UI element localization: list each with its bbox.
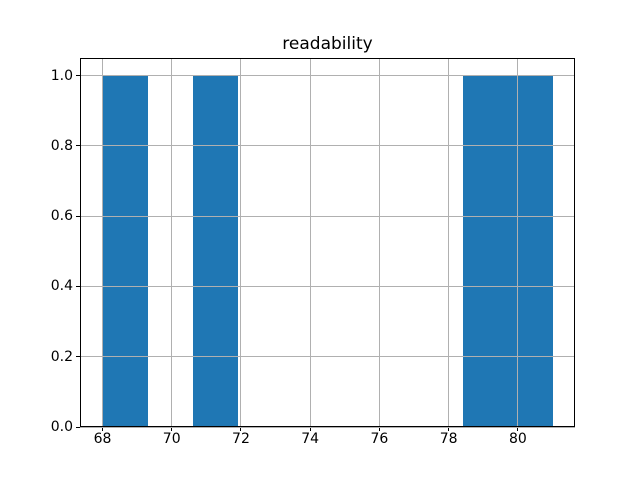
x-tick-mark	[240, 427, 242, 431]
y-tick-mark	[76, 356, 80, 358]
gridline-vertical	[102, 58, 103, 427]
y-tick-label: 0.0	[50, 419, 73, 435]
y-tick-label: 0.8	[50, 137, 73, 154]
x-tick-mark	[448, 427, 450, 431]
gridline-vertical	[309, 58, 311, 427]
y-tick-label: 1.0	[50, 67, 73, 84]
gridline-horizontal	[80, 426, 575, 428]
y-tick-mark	[76, 145, 80, 147]
x-tick-mark	[171, 427, 173, 431]
gridline-vertical	[517, 58, 519, 427]
grid-layer	[80, 58, 575, 428]
x-tick-mark	[102, 427, 103, 431]
x-tick-label: 70	[162, 431, 181, 447]
x-tick-label: 68	[93, 431, 112, 447]
x-tick-label: 72	[232, 431, 250, 447]
y-tick-label: 0.2	[50, 348, 73, 365]
gridline-vertical	[240, 58, 242, 427]
y-tick-mark	[76, 215, 80, 217]
x-tick-label: 78	[439, 431, 458, 447]
y-tick-mark	[76, 75, 80, 77]
gridline-horizontal	[80, 145, 575, 147]
gridline-horizontal	[80, 356, 575, 358]
axes-spines	[80, 58, 575, 427]
gridline-horizontal	[80, 285, 575, 287]
x-tick-mark	[378, 427, 380, 431]
gridline-vertical	[448, 58, 450, 427]
gridline-horizontal	[80, 75, 575, 77]
plot-area	[80, 58, 575, 428]
x-tick-label: 80	[508, 431, 527, 447]
histogram-bar	[507, 75, 553, 427]
y-tick-mark	[76, 285, 80, 287]
chart-title: readability	[282, 34, 373, 54]
x-tick-mark	[517, 427, 519, 431]
y-tick-label: 0.6	[50, 208, 73, 225]
gridline-horizontal	[80, 215, 575, 217]
histogram-bar	[462, 75, 508, 427]
y-tick-mark	[76, 426, 80, 428]
gridline-vertical	[378, 58, 380, 427]
histogram-bar	[102, 75, 148, 427]
x-tick-label: 76	[370, 431, 389, 447]
y-tick-label: 0.4	[50, 278, 73, 295]
x-tick-label: 74	[301, 431, 320, 447]
histogram-bar	[192, 75, 238, 427]
bars-layer	[80, 58, 575, 427]
x-tick-mark	[309, 427, 311, 431]
gridline-vertical	[171, 58, 173, 427]
